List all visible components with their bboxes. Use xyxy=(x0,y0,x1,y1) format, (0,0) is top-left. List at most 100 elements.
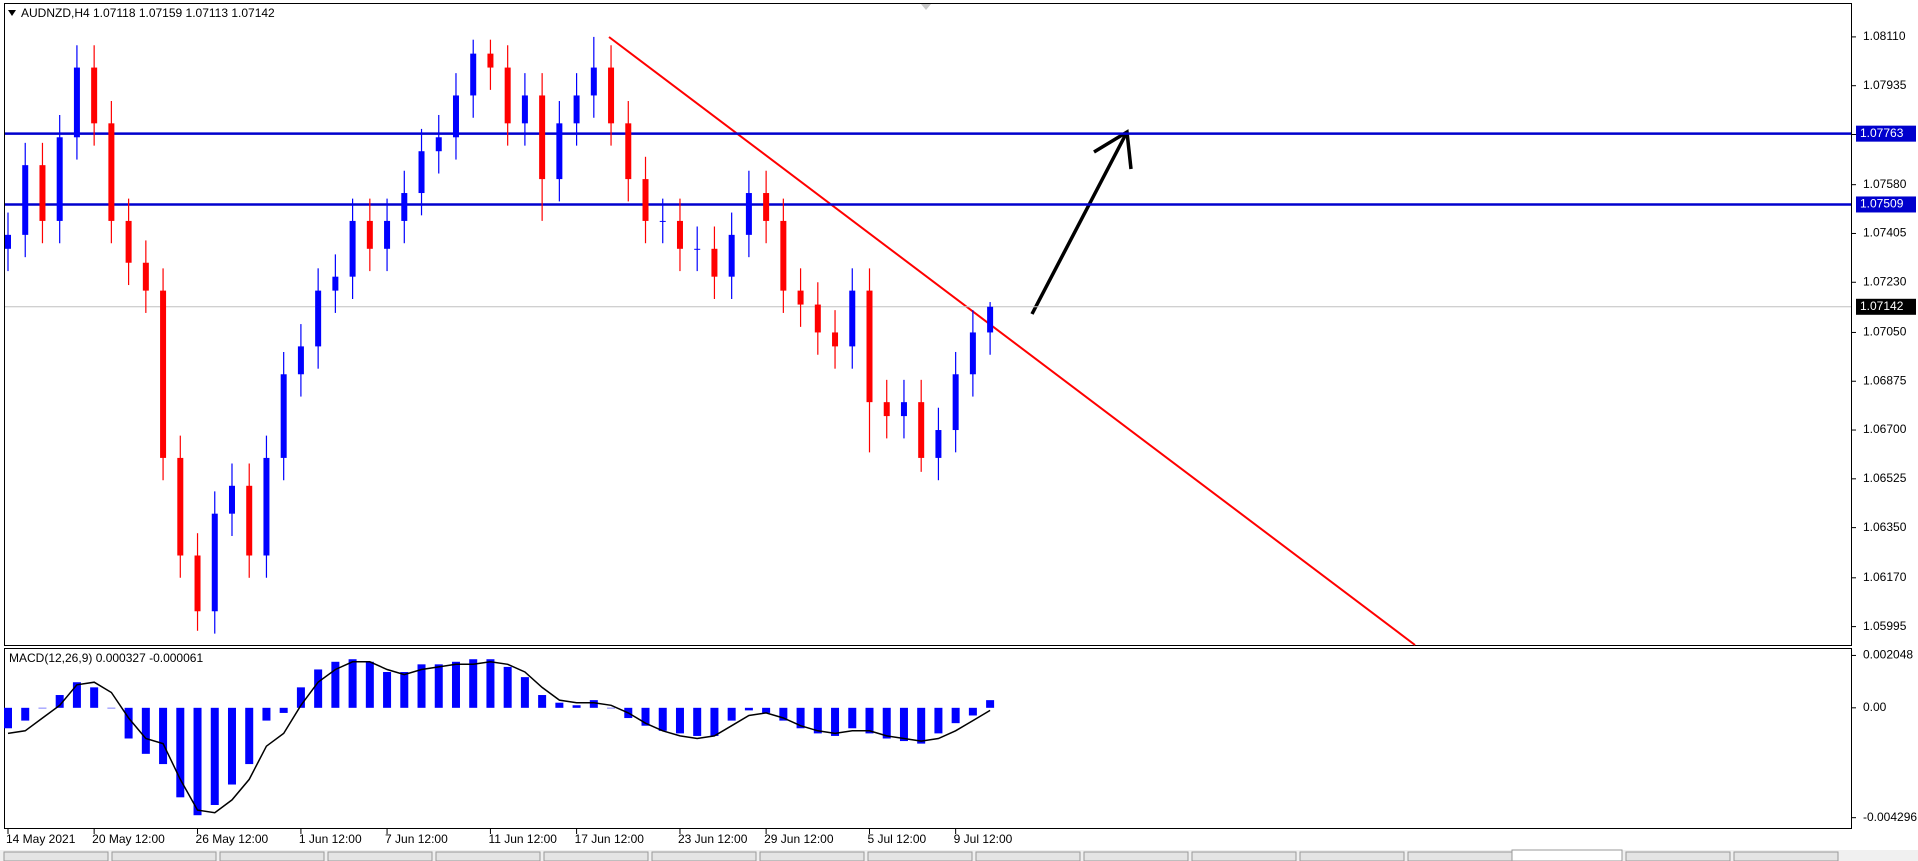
candle-body xyxy=(590,67,597,96)
candle-body xyxy=(56,137,63,221)
tab[interactable] xyxy=(219,851,325,861)
menu-marker[interactable] xyxy=(8,10,16,16)
macd-bar xyxy=(72,682,81,708)
candle-body xyxy=(194,555,201,612)
macd-bar xyxy=(934,707,943,734)
macd-bar xyxy=(451,661,460,708)
candle-body xyxy=(211,513,218,612)
y-tick-label: 1.06700 xyxy=(1863,422,1907,436)
macd-bar xyxy=(503,666,512,708)
macd-bar xyxy=(314,669,323,708)
macd-bar xyxy=(21,707,30,721)
candle-body xyxy=(918,402,925,458)
candle-body xyxy=(883,402,890,417)
tab[interactable] xyxy=(975,851,1081,861)
candle-body xyxy=(142,262,149,291)
level-label: 1.07763 xyxy=(1860,126,1904,140)
tab[interactable] xyxy=(435,851,541,861)
candle-body xyxy=(952,374,959,431)
tab[interactable] xyxy=(1733,851,1839,861)
candle-body xyxy=(263,457,270,556)
current-price-label: 1.07142 xyxy=(1860,299,1904,313)
macd-bar xyxy=(434,664,443,708)
macd-bar xyxy=(124,707,133,739)
candle-body xyxy=(280,374,287,458)
macd-bar xyxy=(210,707,219,805)
macd-bar xyxy=(227,707,236,785)
candle-body xyxy=(435,137,442,152)
macd-bar xyxy=(331,661,340,708)
candle-body xyxy=(969,332,976,375)
macd-bar xyxy=(469,659,478,708)
tab-active[interactable] xyxy=(1511,849,1623,861)
candle-body xyxy=(711,248,718,277)
y-tick-label: 1.07230 xyxy=(1863,274,1907,288)
candle-body xyxy=(745,193,752,235)
macd-bar xyxy=(693,707,702,736)
macd-panel-frame xyxy=(4,648,1852,829)
tab[interactable] xyxy=(1625,851,1731,861)
trend-line[interactable] xyxy=(608,36,1416,646)
y-tick-label: 0.00 xyxy=(1863,700,1887,714)
macd-bar xyxy=(658,707,667,731)
candle-body xyxy=(349,220,356,277)
tab[interactable] xyxy=(327,851,433,861)
macd-bar xyxy=(400,672,409,708)
candle-body xyxy=(108,123,115,221)
macd-bar xyxy=(968,707,977,716)
tab[interactable] xyxy=(1083,851,1189,861)
candle-body xyxy=(160,290,167,458)
candle-body xyxy=(521,95,528,124)
arrow-head xyxy=(1093,129,1133,170)
candle-body xyxy=(573,95,580,124)
y-tick-label: 1.07580 xyxy=(1863,177,1907,191)
macd-bar xyxy=(348,659,357,708)
macd-bar xyxy=(55,695,64,708)
candle-body xyxy=(608,67,615,124)
candle-body xyxy=(659,220,666,222)
macd-bar xyxy=(710,707,719,736)
macd-bar xyxy=(796,707,805,729)
candle-body xyxy=(418,151,425,194)
y-tick-label: 1.05995 xyxy=(1863,619,1907,633)
macd-bar xyxy=(365,661,374,708)
tab[interactable] xyxy=(111,851,217,861)
candle-body xyxy=(39,165,46,221)
level-label: 1.07509 xyxy=(1860,197,1904,211)
x-tick-label: 29 Jun 12:00 xyxy=(764,832,834,846)
tab[interactable] xyxy=(3,851,109,861)
candle-body xyxy=(297,346,304,375)
macd-bar xyxy=(727,707,736,721)
chart-header: AUDNZD,H4 1.07118 1.07159 1.07113 1.0714… xyxy=(21,6,275,20)
y-tick-label: 1.06350 xyxy=(1863,520,1907,534)
candle-body xyxy=(832,332,839,347)
macd-bar xyxy=(813,707,822,734)
candle-body xyxy=(849,290,856,347)
macd-bar xyxy=(262,707,271,721)
tab[interactable] xyxy=(759,851,865,861)
x-tick-label: 7 Jun 12:00 xyxy=(385,832,448,846)
tab[interactable] xyxy=(1407,851,1513,861)
macd-bar xyxy=(4,707,12,729)
tab[interactable] xyxy=(867,851,973,861)
candle-body xyxy=(384,220,391,249)
macd-bar xyxy=(279,707,288,713)
tab[interactable] xyxy=(1191,851,1297,861)
candle-body xyxy=(780,220,787,291)
y-tick-label: 1.06170 xyxy=(1863,570,1907,584)
tab[interactable] xyxy=(1299,851,1405,861)
arrow[interactable] xyxy=(1030,129,1133,315)
macd-bar xyxy=(641,707,650,726)
tab[interactable] xyxy=(651,851,757,861)
candle-body xyxy=(797,290,804,305)
tab[interactable] xyxy=(543,851,649,861)
candle-body xyxy=(866,290,873,403)
macd-bar xyxy=(176,707,185,798)
candle-body xyxy=(452,95,459,138)
level-tag xyxy=(1856,196,1916,213)
x-tick-label: 9 Jul 12:00 xyxy=(954,832,1013,846)
candle-body xyxy=(470,53,477,96)
macd-bar xyxy=(159,707,168,765)
macd-bar xyxy=(90,687,99,708)
